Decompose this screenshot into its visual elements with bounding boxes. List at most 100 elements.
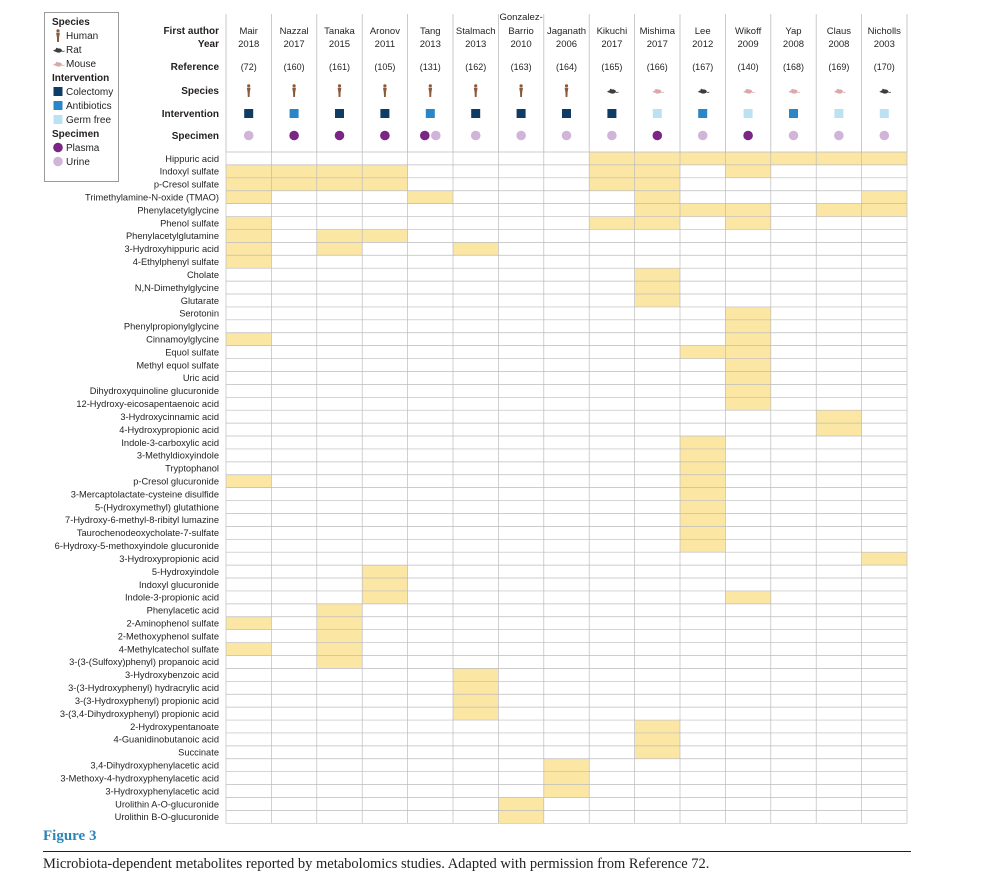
human-icon <box>564 84 569 97</box>
metabolite-label: Phenylacetic acid <box>147 606 219 616</box>
urine-dot-icon <box>243 130 254 141</box>
urine-dot-icon <box>561 130 572 141</box>
germfree-square-icon <box>652 109 662 118</box>
human-icon <box>473 84 478 97</box>
highlight-cell <box>816 152 862 165</box>
metabolite-label: Phenylacetylglutamine <box>126 231 219 241</box>
highlight-cell <box>226 642 272 656</box>
highlight-cell <box>316 177 363 191</box>
highlight-cell <box>725 203 771 217</box>
germfree-square-icon <box>834 109 844 118</box>
study-reference: (72) <box>241 62 257 72</box>
study-column: Mishima 2017 (166) <box>640 26 676 141</box>
study-author: Tanaka <box>324 26 355 37</box>
highlight-cell <box>453 242 499 256</box>
metabolite-label: 6-Hydroxy-5-methoxyindole glucuronide <box>55 541 219 551</box>
study-author: Aronov <box>370 26 400 37</box>
highlight-cell <box>725 164 771 178</box>
study-author: Jaganath <box>547 26 586 37</box>
highlight-cell <box>725 397 771 411</box>
metabolite-label: 3-Mercaptolactate-cysteine disulfide <box>71 489 219 499</box>
highlight-cell <box>362 177 408 191</box>
urine-dot-icon <box>53 156 63 167</box>
metabolite-label: Methyl equol sulfate <box>136 360 219 370</box>
highlight-cell <box>816 423 862 437</box>
urine-dot-icon <box>516 130 526 141</box>
highlight-cell <box>543 771 590 785</box>
mouse-icon <box>833 88 846 94</box>
highlight-cell <box>680 436 726 449</box>
mouse-icon <box>788 88 801 94</box>
highlight-cell <box>634 732 680 746</box>
highlight-cell <box>725 590 771 604</box>
study-column: Mair 2018 (72) <box>238 26 259 141</box>
metabolite-label: 4-Guanidinobutanoic acid <box>114 735 219 745</box>
colectomy-square-icon <box>244 109 254 118</box>
urine-dot-icon <box>788 130 799 141</box>
highlight-cell <box>316 229 363 243</box>
highlight-cell <box>680 152 726 165</box>
study-year: 2013 <box>465 39 486 50</box>
study-year: 2011 <box>375 39 395 50</box>
highlight-cell <box>680 539 726 553</box>
legend-intervention-title: Intervention <box>52 73 109 84</box>
highlight-cell <box>453 681 499 695</box>
figure-caption: Microbiota-dependent metabolites reporte… <box>43 856 710 872</box>
colectomy-square-icon <box>380 109 390 118</box>
metabolite-label: 3-Hydroxyhippuric acid <box>124 244 219 254</box>
study-author: Gonzalez- <box>499 12 542 23</box>
metabolite-label: Serotonin <box>179 309 219 319</box>
plasma-dot-icon <box>289 130 299 141</box>
study-year: 2017 <box>284 39 305 50</box>
study-column: Stalmach 2013 (162) <box>456 26 496 141</box>
metabolite-label: 5-(Hydroxymethyl) glutathione <box>95 502 219 512</box>
plasma-dot-icon <box>652 130 663 141</box>
urine-dot-icon <box>697 130 708 141</box>
study-author: Yap <box>785 26 801 37</box>
study-reference: (163) <box>511 62 532 72</box>
highlight-cell <box>861 203 907 217</box>
germfree-square-icon <box>879 109 889 118</box>
colectomy-square-icon <box>335 109 344 118</box>
rat-icon <box>879 88 892 94</box>
highlight-cell <box>680 345 726 359</box>
highlight-cell <box>861 552 907 566</box>
highlight-cell <box>816 203 862 217</box>
highlight-cell <box>680 461 726 475</box>
metabolite-label: Cholate <box>187 270 219 280</box>
study-column: Yap 2008 (168) <box>783 26 804 141</box>
human-icon <box>337 84 342 97</box>
study-year: 2008 <box>783 39 804 50</box>
highlight-cell <box>725 319 771 333</box>
metabolite-label: 3-Methoxy-4-hydroxyphenylacetic acid <box>60 773 219 783</box>
highlight-cell <box>453 694 499 708</box>
study-column: Nicholls 2003 (170) <box>868 26 901 141</box>
metabolite-label: Taurochenodeoxycholate-7-sulfate <box>77 528 219 538</box>
metabolite-label: Phenol sulfate <box>160 218 219 228</box>
metabolite-label: 4-Methylcatechol sulfate <box>119 644 219 654</box>
legend-species-mouse-label: Mouse <box>66 59 96 70</box>
metabolite-label: Equol sulfate <box>165 347 219 357</box>
metabolite-label: 3-Methyldioxyindole <box>137 451 219 461</box>
highlight-cell <box>725 306 771 320</box>
legend-intervention-germfree-label: Germ free <box>66 115 111 126</box>
study-reference: (167) <box>692 62 713 72</box>
study-author: Tang <box>420 26 441 37</box>
mouse-icon <box>743 88 755 94</box>
highlight-cell <box>680 487 726 501</box>
colectomy-square-icon <box>53 87 63 96</box>
highlight-cell <box>362 565 408 579</box>
highlight-cell <box>725 332 771 346</box>
rat-icon <box>53 47 65 53</box>
rat-icon <box>606 88 619 94</box>
legend-intervention-colectomy-label: Colectomy <box>66 87 113 98</box>
metabolite-label: 3-Hydroxypropionic acid <box>119 554 219 564</box>
highlight-cell <box>453 707 499 721</box>
study-reference: (164) <box>556 62 577 72</box>
study-reference: (168) <box>783 62 804 72</box>
plasma-dot-icon <box>743 130 753 141</box>
study-year: 2017 <box>601 39 622 50</box>
antibiotics-square-icon <box>698 109 708 118</box>
study-year: 2008 <box>828 39 849 50</box>
header-label-specimen: Specimen <box>172 131 219 142</box>
